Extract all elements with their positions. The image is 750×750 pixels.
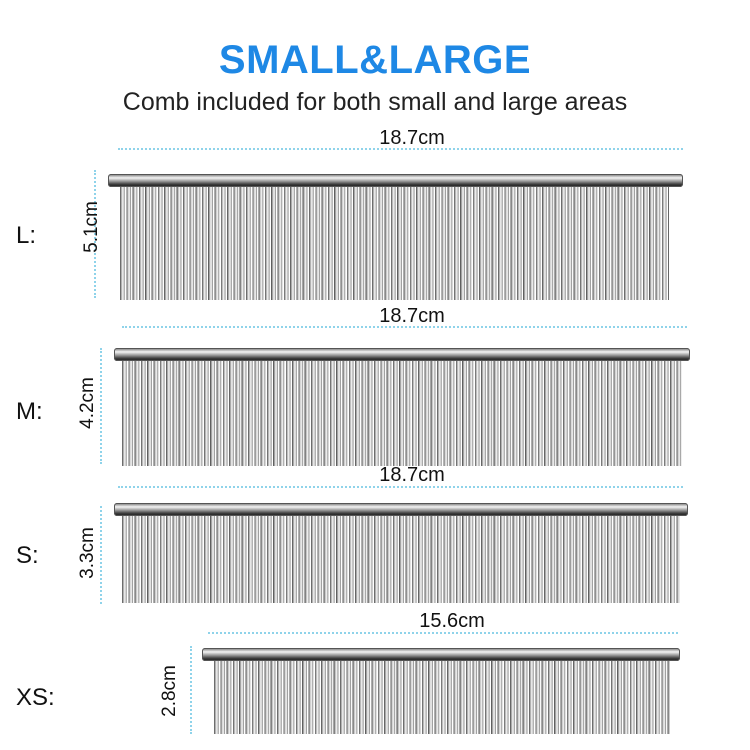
page-subtitle: Comb included for both small and large a… — [122, 88, 628, 116]
size-label: M: — [16, 398, 43, 425]
comb-spine — [114, 348, 690, 361]
width-dimension-line — [122, 326, 687, 328]
width-label: 18.7cm — [379, 305, 445, 327]
size-label: L: — [16, 222, 37, 249]
comb-teeth — [120, 187, 669, 300]
comb-teeth — [122, 361, 682, 466]
page-title: SMALL&LARGE — [218, 38, 532, 82]
comb-image-m — [114, 348, 690, 466]
width-dimension-line — [208, 632, 678, 634]
comb-image-l — [108, 174, 683, 300]
height-label: 5.1cm — [81, 201, 102, 253]
width-dimension-line — [118, 486, 683, 488]
comb-spine — [202, 648, 680, 661]
comb-image-xs — [202, 648, 680, 734]
height-dimension-line — [94, 170, 96, 298]
width-label: 18.7cm — [379, 464, 445, 486]
comb-teeth — [122, 516, 680, 603]
width-label: 15.6cm — [419, 610, 485, 632]
height-dimension-line — [190, 646, 192, 734]
width-dimension-line — [118, 148, 683, 150]
height-label: 3.3cm — [77, 527, 98, 579]
comb-teeth — [214, 661, 670, 734]
size-label: XS: — [16, 684, 55, 711]
size-label: S: — [16, 542, 39, 569]
height-dimension-line — [100, 348, 102, 464]
height-dimension-line — [100, 506, 102, 604]
height-label: 4.2cm — [77, 377, 98, 429]
comb-image-s — [114, 503, 688, 603]
comb-spine — [108, 174, 683, 187]
width-label: 18.7cm — [379, 127, 445, 149]
comb-spine — [114, 503, 688, 516]
height-label: 2.8cm — [159, 665, 180, 717]
